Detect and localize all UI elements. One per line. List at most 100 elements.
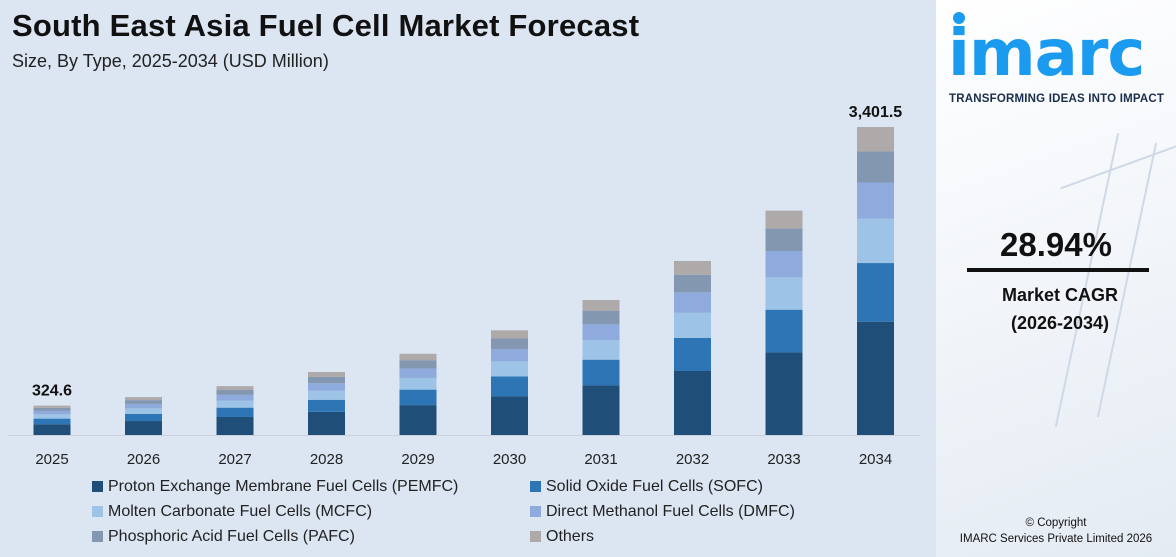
copyright-notice: © Copyright IMARC Services Private Limit… — [936, 515, 1176, 547]
bar-segment-2029-series-2 — [399, 377, 437, 390]
legend-label: Molten Carbonate Fuel Cells (MCFC) — [108, 502, 373, 520]
legend-item: Direct Methanol Fuel Cells (DMFC) — [530, 502, 870, 521]
legend-item: Others — [530, 527, 870, 546]
bar-segment-2030-series-4 — [491, 338, 528, 350]
bar-segment-2032-series-4 — [674, 274, 711, 293]
legend-label: Phosphoric Acid Fuel Cells (PAFC) — [108, 527, 355, 545]
bar-segment-2025-series-1 — [33, 418, 71, 425]
bar-segment-2034-series-5 — [857, 127, 894, 152]
bar-segment-2026-series-2 — [125, 408, 162, 414]
legend-item: Molten Carbonate Fuel Cells (MCFC) — [92, 502, 530, 521]
bar-segment-2030-series-1 — [491, 376, 528, 397]
bar-segment-2031-series-1 — [582, 359, 620, 386]
decorative-line — [1060, 132, 1176, 190]
bar-segment-2034-series-2 — [857, 218, 894, 264]
legend-swatch — [530, 531, 541, 542]
bar-segment-2026-series-1 — [125, 413, 162, 422]
bar-segment-2034-series-3 — [857, 182, 894, 219]
bar-segment-2034-series-0 — [857, 321, 894, 435]
x-tick-label: 2030 — [493, 451, 526, 468]
legend-swatch — [530, 506, 541, 517]
side-panel: imarc TRANSFORMING IDEAS INTO IMPACT 28.… — [936, 0, 1176, 557]
bar-segment-2029-series-1 — [399, 389, 437, 406]
total-value-label: 3,401.5 — [849, 104, 902, 121]
bar-segment-2033-series-4 — [765, 228, 803, 252]
logo-dot-icon — [953, 12, 965, 24]
legend-item: Phosphoric Acid Fuel Cells (PAFC) — [92, 527, 530, 546]
x-tick-label: 2033 — [767, 451, 800, 468]
bar-segment-2031-series-5 — [582, 300, 620, 311]
bar-segment-2028-series-0 — [308, 411, 345, 435]
bar-segment-2026-series-3 — [125, 403, 162, 409]
bar-segment-2026-series-5 — [125, 397, 162, 401]
bar-segment-2031-series-4 — [582, 310, 620, 325]
legend-swatch — [92, 531, 103, 542]
bar-segment-2031-series-2 — [582, 340, 620, 360]
bar-segment-2025-series-3 — [33, 410, 71, 415]
bar-segment-2032-series-5 — [674, 260, 711, 275]
x-tick-label: 2031 — [584, 451, 617, 468]
total-value-label: 324.6 — [32, 383, 72, 400]
cagr-label: Market CAGR — [1001, 285, 1119, 305]
bar-segment-2025-series-2 — [33, 414, 71, 419]
cagr-value: 28.94% — [1000, 226, 1112, 263]
bar-segment-2030-series-2 — [491, 361, 528, 377]
bar-segment-2033-series-1 — [765, 309, 803, 353]
bar-segment-2029-series-5 — [399, 353, 437, 361]
bar-segment-2030-series-5 — [491, 330, 528, 339]
bar-segment-2027-series-0 — [216, 416, 254, 435]
bar-segment-2028-series-1 — [308, 399, 345, 412]
x-tick-label: 2034 — [859, 451, 892, 468]
legend-label: Direct Methanol Fuel Cells (DMFC) — [546, 502, 795, 520]
legend-label: Proton Exchange Membrane Fuel Cells (PEM… — [108, 477, 459, 495]
legend-label: Others — [546, 527, 595, 545]
copyright-line-1: © Copyright — [1025, 517, 1087, 529]
bar-segment-2029-series-4 — [399, 360, 437, 369]
x-tick-label: 2028 — [310, 451, 343, 468]
bar-segment-2032-series-1 — [674, 337, 711, 371]
legend-swatch — [530, 481, 541, 492]
imarc-logo: imarc — [948, 17, 1145, 91]
bar-segment-2029-series-3 — [399, 368, 437, 378]
bar-segment-2027-series-5 — [216, 386, 254, 390]
bar-segment-2034-series-4 — [857, 151, 894, 183]
bar-segment-2030-series-0 — [491, 396, 528, 435]
chart-title: South East Asia Fuel Cell Market Forecas… — [12, 8, 640, 43]
bar-segment-2028-series-4 — [308, 376, 345, 384]
stacked-bar-chart: 2025 324.6 2026 2027 2028 2029 2030 2031 2032 203… — [8, 104, 920, 468]
bar-segment-2025-series-5 — [33, 405, 71, 408]
bar-segment-2028-series-5 — [308, 372, 345, 377]
chart-legend: Proton Exchange Membrane Fuel Cells (PEM… — [92, 477, 872, 546]
bar-segment-2028-series-3 — [308, 383, 345, 391]
bar-segment-2030-series-3 — [491, 349, 528, 362]
legend-item: Solid Oxide Fuel Cells (SOFC) — [530, 477, 870, 496]
bar-segment-2027-series-4 — [216, 389, 254, 395]
x-tick-label: 2032 — [676, 451, 709, 468]
bar-segment-2026-series-0 — [125, 421, 162, 435]
bar-segment-2031-series-0 — [582, 385, 620, 435]
bar-segment-2032-series-0 — [674, 370, 711, 435]
bar-segment-2025-series-4 — [33, 407, 71, 411]
bar-segment-2032-series-2 — [674, 312, 711, 338]
bar-segment-2027-series-2 — [216, 400, 254, 408]
bar-segment-2033-series-5 — [765, 210, 803, 229]
x-tick-label: 2026 — [127, 451, 160, 468]
bar-segment-2031-series-3 — [582, 324, 620, 341]
legend-swatch — [92, 481, 103, 492]
chart-subtitle: Size, By Type, 2025-2034 (USD Million) — [12, 51, 329, 71]
legend-item: Proton Exchange Membrane Fuel Cells (PEM… — [92, 477, 530, 496]
bar-segment-2033-series-3 — [765, 251, 803, 278]
bar-segment-2034-series-1 — [857, 263, 894, 322]
bar-segment-2033-series-2 — [765, 277, 803, 310]
cagr-divider — [967, 268, 1149, 272]
cagr-period: (2026-2034) — [1010, 313, 1110, 333]
x-tick-label: 2025 — [35, 451, 68, 468]
bar-segment-2027-series-1 — [216, 407, 254, 417]
legend-swatch — [92, 506, 103, 517]
x-tick-label: 2029 — [401, 451, 434, 468]
logo-tagline: TRANSFORMING IDEAS INTO IMPACT — [949, 93, 1165, 105]
bar-segment-2027-series-3 — [216, 394, 254, 401]
bar-segment-2033-series-0 — [765, 352, 803, 435]
bar-segment-2025-series-0 — [33, 424, 71, 435]
bar-segment-2028-series-2 — [308, 390, 345, 400]
